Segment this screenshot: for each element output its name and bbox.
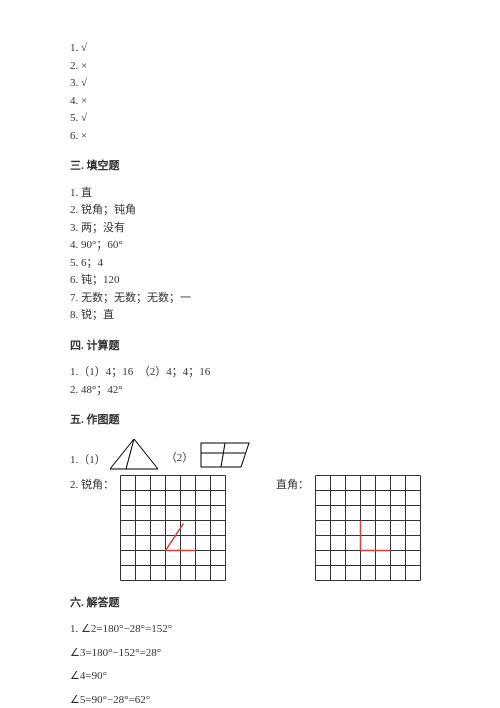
answer-line: 7. 无数；无数；无数；一 <box>70 290 430 307</box>
answer-line: ∠3=180°−152°=28° <box>70 645 430 662</box>
acute-grid-wrap: 2. 锐角： <box>70 475 226 581</box>
right-grid-wrap: 直角： <box>276 475 421 581</box>
answer-line: 8. 锐；直 <box>70 307 430 324</box>
tf-answers-block: 1. √2. ×3. √4. ×5. √6. × <box>70 40 430 144</box>
answer-line: 2. 48°；42° <box>70 382 430 399</box>
answer-line: 1. 直 <box>70 185 430 202</box>
acute-angle-grid <box>120 475 226 581</box>
fig-1-label: 1.（1） <box>70 452 106 471</box>
section-4-heading: 四. 计算题 <box>70 338 430 355</box>
fig-2-label: （2） <box>166 450 194 469</box>
section-6-heading: 六. 解答题 <box>70 595 430 612</box>
tf-answer-line: 4. × <box>70 93 430 110</box>
section-5-heading: 五. 作图题 <box>70 412 430 429</box>
q2-grids-row: 2. 锐角： 直角： <box>70 475 430 581</box>
tf-answer-line: 2. × <box>70 58 430 75</box>
right-label: 直角： <box>276 475 309 494</box>
triangle-figure <box>110 439 158 471</box>
tf-answer-line: 3. √ <box>70 75 430 92</box>
section-3-heading: 三. 填空题 <box>70 158 430 175</box>
answer-line: 3. 两；没有 <box>70 220 430 237</box>
tf-answer-line: 5. √ <box>70 110 430 127</box>
answer-line: 4. 90°；60° <box>70 237 430 254</box>
fig-1-wrap: 1.（1） <box>70 439 158 471</box>
answer-line: 1. ∠2=180°−28°=152° <box>70 621 430 638</box>
section-6-body: 1. ∠2=180°−28°=152° ∠3=180°−152°=28° ∠4=90… <box>70 621 430 708</box>
section-4-body: 1.（1）4；16 （2）4；4；162. 48°；42° <box>70 364 430 398</box>
answer-line: 1.（1）4；16 （2）4；4；16 <box>70 364 430 381</box>
section-3-body: 1. 直2. 锐角；钝角3. 两；没有4. 90°；60°5. 6；46. 钝；… <box>70 185 430 324</box>
answer-line: ∠4=90° <box>70 668 430 685</box>
acute-label: 2. 锐角： <box>70 475 114 494</box>
right-angle-grid <box>315 475 421 581</box>
q1-figures-row: 1.（1） （2） <box>70 439 430 471</box>
quadrilateral-figure <box>197 439 251 469</box>
fig-2-wrap: （2） <box>166 439 252 469</box>
answer-line: 6. 钝；120 <box>70 272 430 289</box>
answer-line: ∠5=90°−28°=62° <box>70 692 430 708</box>
answer-line: 2. 锐角；钝角 <box>70 202 430 219</box>
tf-answer-line: 1. √ <box>70 40 430 57</box>
tf-answer-line: 6. × <box>70 128 430 145</box>
answer-line: 5. 6；4 <box>70 255 430 272</box>
